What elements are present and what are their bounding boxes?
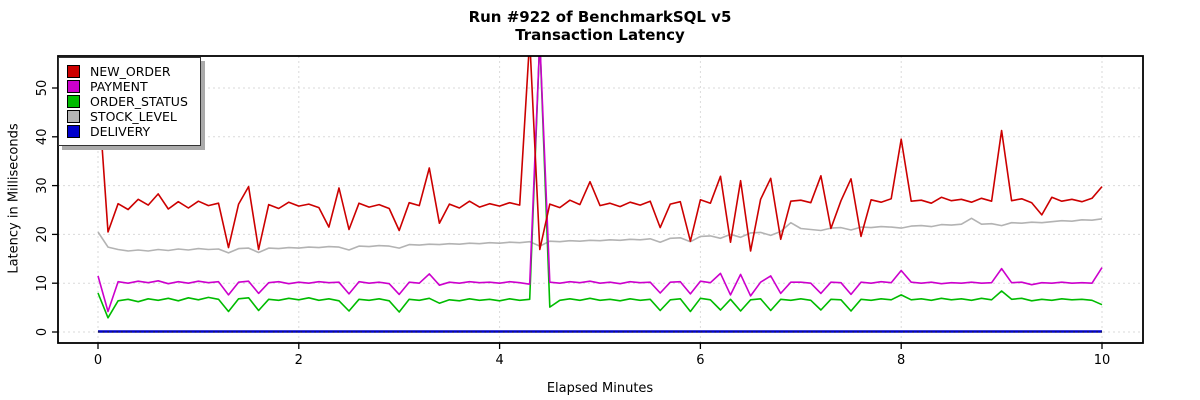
chart-title-block: Run #922 of BenchmarkSQL v5 Transaction …	[0, 8, 1200, 45]
x-tick-label: 10	[1094, 353, 1111, 368]
x-tick-label: 6	[696, 353, 704, 368]
legend-item-payment: PAYMENT	[67, 79, 188, 94]
legend: NEW_ORDER PAYMENT ORDER_STATUS STOCK_LEVEL D…	[58, 57, 201, 146]
legend-item-order_status: ORDER_STATUS	[67, 94, 188, 109]
series-stock_level-line	[97, 217, 1103, 254]
delivery-swatch	[67, 125, 80, 138]
legend-item-new_order: NEW_ORDER	[67, 64, 188, 79]
y-tick-label: 30	[35, 177, 50, 194]
series-order_status-line	[97, 56, 1103, 319]
legend-label: ORDER_STATUS	[90, 94, 188, 109]
y-tick-label: 40	[35, 129, 50, 146]
y-tick-label: 0	[35, 328, 50, 336]
new_order-swatch	[67, 65, 80, 78]
x-tick-label: 8	[897, 353, 905, 368]
plot-border	[57, 55, 1144, 344]
y-tick-label: 10	[35, 275, 50, 292]
series-new_order-line	[97, 56, 1103, 252]
order_status-swatch	[67, 95, 80, 108]
y-tick-label: 50	[35, 80, 50, 97]
stock_level-swatch	[67, 110, 80, 123]
y-tick-label: 20	[35, 226, 50, 243]
legend-label: PAYMENT	[90, 79, 148, 94]
legend-label: DELIVERY	[90, 124, 151, 139]
series-payment-line	[97, 56, 1103, 313]
chart-subtitle: Transaction Latency	[515, 26, 685, 45]
x-tick-label: 4	[495, 353, 503, 368]
legend-item-delivery: DELIVERY	[67, 124, 188, 139]
axes: 0 2 4 6 8 10 0 10 20 30 40 50	[35, 80, 1110, 368]
series-lines	[97, 56, 1103, 333]
chart-title: Run #922 of BenchmarkSQL v5	[468, 8, 732, 26]
legend-item-stock_level: STOCK_LEVEL	[67, 109, 188, 124]
x-tick-label: 0	[94, 353, 102, 368]
x-axis-label: Elapsed Minutes	[546, 381, 654, 396]
legend-label: NEW_ORDER	[90, 64, 171, 79]
payment-swatch	[67, 80, 80, 93]
x-tick-label: 2	[295, 353, 303, 368]
legend-label: STOCK_LEVEL	[90, 109, 177, 124]
